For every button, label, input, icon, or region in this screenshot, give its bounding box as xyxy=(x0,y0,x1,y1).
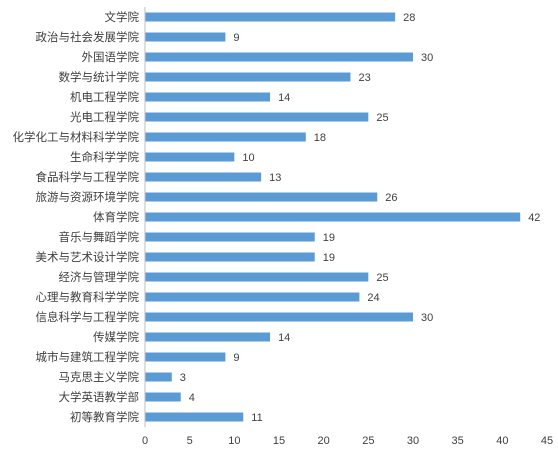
bar xyxy=(145,332,271,342)
category-label: 马克思主义学院 xyxy=(59,370,140,384)
bar xyxy=(145,152,235,162)
bar xyxy=(145,92,271,102)
x-tick-label: 30 xyxy=(407,435,419,447)
bar xyxy=(145,192,378,202)
bar xyxy=(145,112,369,122)
x-tick-label: 40 xyxy=(496,435,508,447)
bars-layer xyxy=(145,12,521,422)
category-label: 生命科学学院 xyxy=(70,150,139,164)
value-label: 4 xyxy=(189,392,195,404)
category-label: 体育学院 xyxy=(93,210,139,224)
bar xyxy=(145,132,306,142)
x-tick-label: 0 xyxy=(142,435,148,447)
bar xyxy=(145,312,413,322)
category-label: 美术与艺术设计学院 xyxy=(36,250,140,264)
value-label: 10 xyxy=(242,152,254,164)
x-tick-label: 25 xyxy=(362,435,374,447)
category-label: 信息科学与工程学院 xyxy=(36,310,140,324)
category-label: 城市与建筑工程学院 xyxy=(36,350,140,364)
bar xyxy=(145,412,244,422)
category-label: 机电工程学院 xyxy=(70,90,139,104)
bar xyxy=(145,352,226,362)
category-label: 政治与社会发展学院 xyxy=(36,30,140,44)
value-label: 9 xyxy=(233,32,239,44)
category-label: 光电工程学院 xyxy=(70,110,139,124)
value-label: 28 xyxy=(403,12,415,24)
category-label: 大学英语教学部 xyxy=(59,390,140,404)
x-tick-label: 15 xyxy=(273,435,285,447)
bar xyxy=(145,52,413,62)
category-label: 经济与管理学院 xyxy=(59,270,140,284)
bar xyxy=(145,252,315,262)
value-label: 14 xyxy=(278,92,290,104)
x-tick-label: 45 xyxy=(541,435,553,447)
category-label: 心理与教育科学学院 xyxy=(36,290,140,304)
value-label: 25 xyxy=(376,112,388,124)
category-label: 化学化工与材料科学学院 xyxy=(13,130,140,144)
value-label: 3 xyxy=(180,372,186,384)
value-label: 42 xyxy=(528,212,540,224)
x-tick-label: 35 xyxy=(452,435,464,447)
value-label: 30 xyxy=(421,52,433,64)
value-label: 13 xyxy=(269,172,281,184)
value-label: 19 xyxy=(323,232,335,244)
value-label: 11 xyxy=(251,412,262,424)
bar xyxy=(145,32,226,42)
bar xyxy=(145,272,369,282)
category-label: 音乐与舞蹈学院 xyxy=(59,230,140,244)
value-label: 24 xyxy=(367,292,379,304)
value-label: 30 xyxy=(421,312,433,324)
category-label: 旅游与资源环境学院 xyxy=(36,190,140,204)
value-label: 18 xyxy=(314,132,326,144)
bar xyxy=(145,172,262,182)
bar xyxy=(145,212,521,222)
value-label: 25 xyxy=(376,272,388,284)
category-label: 外国语学院 xyxy=(82,50,140,64)
category-label: 文学院 xyxy=(105,10,140,24)
x-tick-label: 20 xyxy=(318,435,330,447)
value-label: 19 xyxy=(323,252,335,264)
category-label: 数学与统计学院 xyxy=(59,70,140,84)
bar xyxy=(145,292,360,302)
x-tick-label: 5 xyxy=(187,435,193,447)
bar xyxy=(145,372,172,382)
value-label: 14 xyxy=(278,332,290,344)
category-label: 食品科学与工程学院 xyxy=(36,170,140,184)
category-label: 传媒学院 xyxy=(93,330,139,344)
x-tick-label: 10 xyxy=(228,435,240,447)
value-label: 9 xyxy=(233,352,239,364)
category-label: 初等教育学院 xyxy=(70,410,139,424)
value-label: 26 xyxy=(385,192,397,204)
bar xyxy=(145,12,396,22)
value-label: 23 xyxy=(358,72,370,84)
bar xyxy=(145,392,181,402)
bar xyxy=(145,72,351,82)
bar xyxy=(145,232,315,242)
